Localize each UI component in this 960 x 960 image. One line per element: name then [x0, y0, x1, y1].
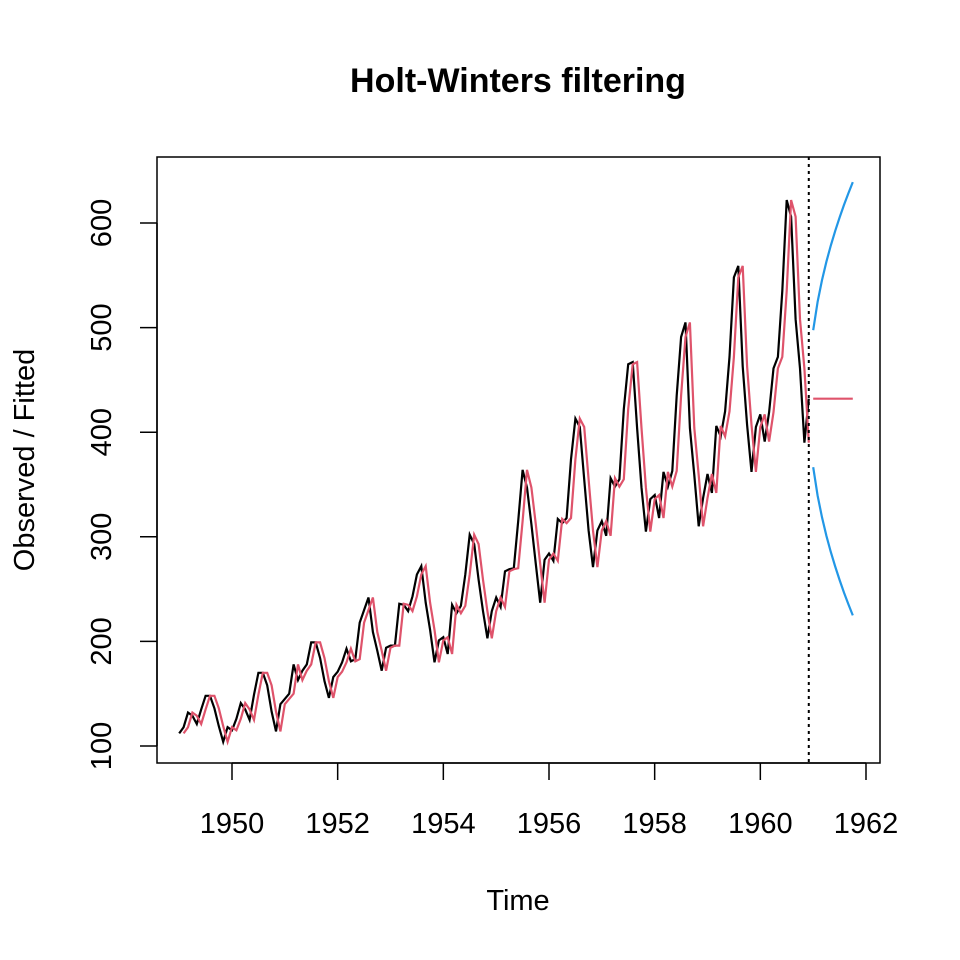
- x-tick-label: 1952: [305, 808, 370, 840]
- y-tick-label: 400: [86, 408, 118, 456]
- y-tick-label: 100: [86, 722, 118, 770]
- x-tick-label: 1960: [728, 808, 793, 840]
- series-fitted-line: [182, 199, 810, 746]
- x-tick-label: 1956: [517, 808, 582, 840]
- series-upper-line: [812, 181, 854, 331]
- y-tick-label: 600: [86, 199, 118, 247]
- y-tick-label: 500: [86, 303, 118, 351]
- y-axis-label: Observed / Fitted: [9, 349, 41, 571]
- axes: 1950 1952 1954 1956 1958 1960 1962 100 200 300 400…: [86, 199, 898, 840]
- chart-title: Holt-Winters filtering: [350, 62, 686, 100]
- x-tick-label: 1954: [411, 808, 476, 840]
- x-tick-label: 1950: [200, 808, 265, 840]
- y-tick-label: 200: [86, 617, 118, 665]
- x-axis-label: Time: [486, 885, 549, 917]
- x-tick-label: 1958: [622, 808, 687, 840]
- x-tick-label: 1962: [834, 808, 899, 840]
- series-group: [178, 157, 854, 763]
- series-observed-line: [178, 199, 810, 746]
- series-lower-line: [812, 467, 854, 616]
- y-tick-label: 300: [86, 513, 118, 561]
